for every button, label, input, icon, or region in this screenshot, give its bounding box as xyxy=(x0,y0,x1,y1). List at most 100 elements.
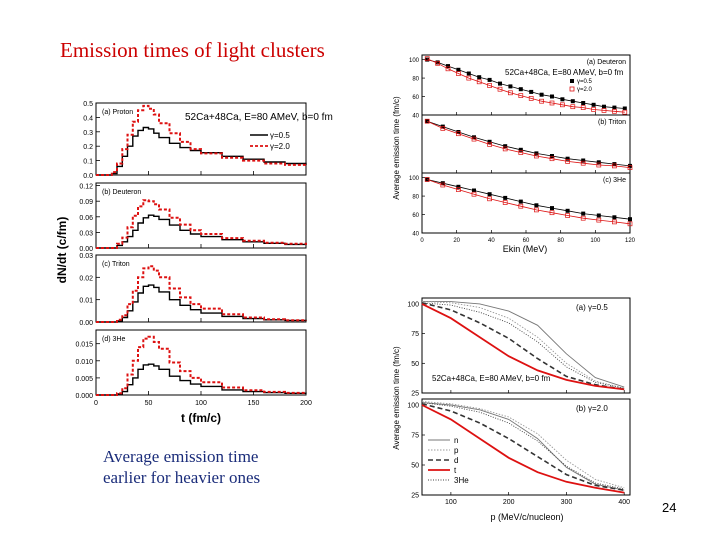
c2-point-2-1-12 xyxy=(612,219,617,225)
c3-ytick-label-0-3: 25 xyxy=(411,391,419,398)
c2-point-2-1-13 xyxy=(627,221,633,227)
caption-line-2: earlier for heavier ones xyxy=(103,468,261,487)
c2-point-0-1-0 xyxy=(424,56,430,62)
c1-ytick-label-3-0: 0.000 xyxy=(75,393,93,400)
chart1-xlabel: t (fm/c) xyxy=(181,411,221,425)
c3-series-1-p xyxy=(421,400,625,489)
c2-point-1-1-12 xyxy=(612,163,617,169)
c2-ytick-label-2-2: 80 xyxy=(412,195,419,201)
chart2-title: 52Ca+48Ca, E=80 AMeV, b=0 fm xyxy=(505,68,624,77)
c2-ytick-label-2-1: 60 xyxy=(412,213,419,219)
slide-title: Emission times of light clusters xyxy=(60,38,325,62)
c1-ytick-label-3-2: 0.010 xyxy=(75,359,93,366)
c1-ytick-label-1-1: 0.03 xyxy=(79,230,93,237)
c2-point-2-1-6 xyxy=(518,203,524,209)
c2-point-0-0-19 xyxy=(622,106,627,111)
chart2-xlabel: Ekin (MeV) xyxy=(503,244,548,254)
c2-ytick-label-2-3: 100 xyxy=(409,176,420,182)
c3-xtick-label-2: 300 xyxy=(561,499,573,506)
c2-point-0-1-6 xyxy=(487,83,492,88)
legend-label-gamma05: γ=0.5 xyxy=(270,131,290,140)
c2-ytick-label-2-0: 40 xyxy=(412,232,419,238)
c2-point-0-1-3 xyxy=(456,71,461,76)
c2-point-2-0-10 xyxy=(581,211,586,216)
c3-xtick-label-0: 100 xyxy=(445,499,457,506)
c2-point-1-1-6 xyxy=(518,150,524,155)
c1-series-3-gamma20 xyxy=(96,335,307,396)
c1-ytick-label-2-2: 0.02 xyxy=(79,275,93,282)
chart1-legend: γ=0.5 γ=2.0 xyxy=(250,131,290,151)
c2-point-2-1-2 xyxy=(456,187,461,192)
c1-ytick-label-2-0: 0.00 xyxy=(79,320,93,327)
c3-legend-label-p: p xyxy=(454,446,459,455)
c3-ytick-label-1-0: 100 xyxy=(407,403,419,410)
c2-point-2-1-1 xyxy=(440,182,446,188)
c2-xtick-label-4: 80 xyxy=(557,238,564,244)
c1-ytick-label-2-3: 0.03 xyxy=(79,253,93,260)
c2-point-1-1-9 xyxy=(565,159,570,164)
slide-caption: Average emission time earlier for heavie… xyxy=(103,446,260,488)
c2-line-1-1 xyxy=(427,120,631,168)
c2-ytick-label-0-0: 40 xyxy=(412,114,419,120)
c2-xtick-label-3: 60 xyxy=(523,238,530,244)
c2-point-0-1-2 xyxy=(445,66,451,72)
c2-point-2-0-3 xyxy=(472,188,476,193)
c1-ytick-label-0-0: 0.0 xyxy=(83,173,93,180)
c2-point-2-1-7 xyxy=(534,207,539,213)
chart1-title: 52Ca+48Ca, E=80 AMeV, b=0 fm xyxy=(185,112,333,123)
c2-point-0-1-9 xyxy=(518,93,524,98)
c2-point-0-1-16 xyxy=(591,107,596,112)
c2-point-1-0-8 xyxy=(550,154,554,158)
c2-xtick-label-5: 100 xyxy=(590,238,601,244)
c2-point-2-1-4 xyxy=(487,196,492,202)
c2-point-0-0-17 xyxy=(602,104,606,109)
legend-label-gamma20: γ=2.0 xyxy=(270,142,290,151)
c2-point-2-0-6 xyxy=(518,199,523,204)
c2-point-1-1-0 xyxy=(424,118,430,124)
chart3-xlabel: p (MeV/c/nucleon) xyxy=(490,512,563,522)
c2-point-1-0-5 xyxy=(503,144,508,149)
legend-label-c2-gamma05: γ=0.5 xyxy=(577,79,593,85)
c2-panel-label-1: (b) Triton xyxy=(598,119,626,126)
c2-point-0-0-14 xyxy=(570,99,575,104)
c1-ytick-label-1-3: 0.09 xyxy=(79,199,93,206)
c3-series-0-n xyxy=(422,301,625,388)
c2-point-1-1-1 xyxy=(440,126,446,131)
c2-point-2-1-8 xyxy=(549,210,555,216)
c2-point-0-0-6 xyxy=(487,77,492,82)
c2-ytick-label-0-1: 60 xyxy=(412,95,419,101)
c2-point-0-0-9 xyxy=(518,87,523,92)
c2-point-0-1-13 xyxy=(560,102,565,108)
c1-ytick-label-1-0: 0.00 xyxy=(79,246,93,253)
c1-series-2-gamma05 xyxy=(96,284,307,323)
c2-point-2-0-8 xyxy=(550,206,554,211)
c3-ytick-label-0-2: 50 xyxy=(411,361,419,368)
c2-point-1-1-2 xyxy=(456,131,461,137)
c2-point-0-1-18 xyxy=(612,108,617,114)
c2-point-2-0-7 xyxy=(534,203,539,208)
c2-point-0-0-3 xyxy=(456,67,461,72)
c2-point-0-1-19 xyxy=(622,109,628,115)
c2-point-0-0-0 xyxy=(425,57,430,62)
c2-panel-label-0: (a) Deuteron xyxy=(587,59,626,66)
c2-ytick-label-0-2: 80 xyxy=(412,77,419,83)
c2-ytick-label-0-3: 100 xyxy=(409,58,420,64)
c2-panel-label-2: (c) 3He xyxy=(603,177,626,184)
c2-point-0-1-15 xyxy=(580,105,586,110)
c1-xtick-label-1: 50 xyxy=(145,400,153,407)
c2-point-2-1-9 xyxy=(565,213,570,218)
c2-point-2-0-12 xyxy=(612,215,617,220)
c1-panel-label-3: (d) 3He xyxy=(102,336,125,343)
chart3-title: 52Ca+48Ca, E=80 AMeV, b=0 fm xyxy=(432,374,551,383)
c1-ytick-label-0-5: 0.5 xyxy=(83,101,93,108)
c3-series-0-d xyxy=(421,302,625,391)
c3-ytick-label-1-3: 25 xyxy=(411,493,419,500)
c2-line-2-1 xyxy=(427,179,631,225)
c1-xtick-label-3: 150 xyxy=(248,400,260,407)
c3-series-1-3He xyxy=(421,402,625,490)
c2-point-2-0-13 xyxy=(628,217,632,222)
c2-point-2-1-10 xyxy=(580,215,586,221)
c2-point-2-0-2 xyxy=(456,184,461,189)
